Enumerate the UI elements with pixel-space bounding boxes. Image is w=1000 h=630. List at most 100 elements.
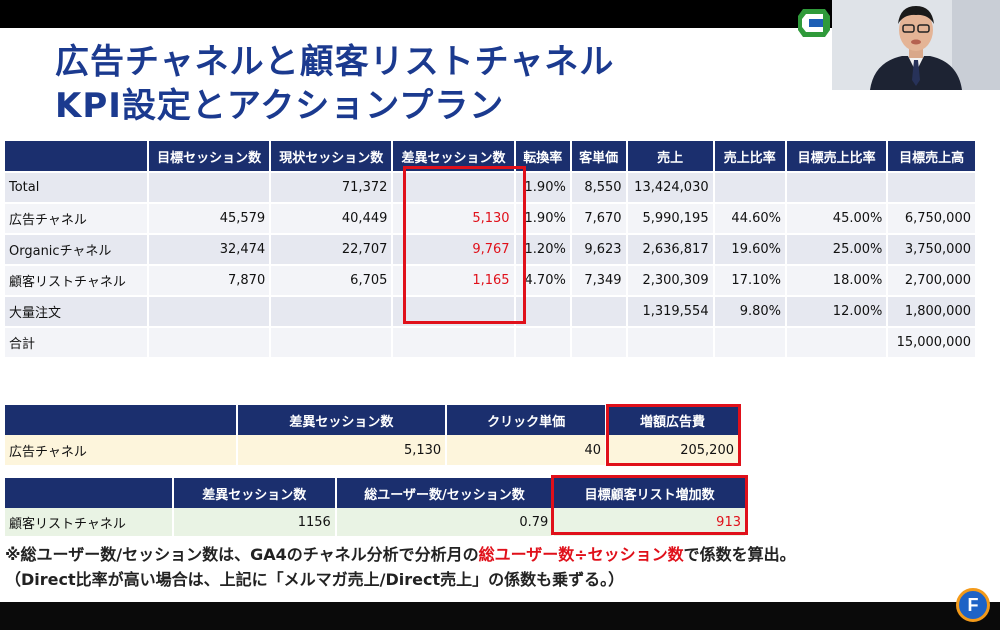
- table-cell: [626, 326, 715, 357]
- col-header-channel: [5, 141, 150, 172]
- table-cell: 22,707: [270, 233, 394, 265]
- table-row: 広告チャネル 5,130 40 205,200: [5, 435, 740, 465]
- table-cell: 45,579: [148, 202, 272, 234]
- webcam-feed: [832, 0, 1000, 90]
- table-cell: 913: [553, 508, 747, 536]
- channel-badge-icon[interactable]: F: [956, 588, 990, 622]
- footnote-highlight: 総ユーザー数÷セッション数: [478, 545, 684, 564]
- customer-list-table: 差異セッション数 総ユーザー数/セッション数 目標顧客リスト増加数 顧客リストチ…: [5, 478, 747, 536]
- table-cell: 71,372: [270, 171, 394, 203]
- table-cell: 13,424,030: [626, 171, 715, 203]
- table-cell: 5,130: [236, 435, 448, 465]
- table-cell: [570, 326, 628, 357]
- table-cell: [786, 171, 889, 203]
- table-cell: 6,705: [270, 264, 394, 296]
- table-cell: 40: [446, 435, 608, 465]
- row-label: 広告チャネル: [5, 435, 238, 465]
- table-cell: 7,870: [148, 264, 272, 296]
- row-label: 顧客リストチャネル: [5, 508, 174, 536]
- row-label: 顧客リストチャネル: [5, 264, 150, 296]
- table-cell: 44.60%: [713, 202, 788, 234]
- table-cell: 3,750,000: [887, 233, 977, 265]
- row-label: 合計: [5, 326, 150, 357]
- highlight-box-target-list-increase: [551, 475, 748, 535]
- table-cell: 2,636,817: [626, 233, 715, 265]
- row-label: 大量注文: [5, 295, 150, 327]
- row-label: Organicチャネル: [5, 233, 150, 265]
- table-cell: 7,349: [570, 264, 628, 296]
- table-cell: [570, 295, 628, 327]
- table-cell: [713, 326, 788, 357]
- ad-col-header-channel: [5, 405, 238, 435]
- table-row: 合計 15,000,000: [5, 326, 977, 357]
- table-cell: [786, 326, 889, 357]
- ad-col-header-cpc: クリック単価: [446, 405, 608, 435]
- footnote-line-2: （Direct比率が高い場合は、上記に「メルマガ売上/Direct売上」の係数も…: [5, 570, 625, 589]
- ad-budget-table: 差異セッション数 クリック単価 増額広告費 広告チャネル 5,130 40 20…: [5, 405, 740, 465]
- table-cell: 5,990,195: [626, 202, 715, 234]
- col-header-sales: 売上: [626, 141, 715, 172]
- table-cell: 17.10%: [713, 264, 788, 296]
- table-row: Organicチャネル 32,474 22,707 9,767 1.20% 9,…: [5, 233, 977, 265]
- table-cell: [148, 326, 272, 357]
- footnote-line-1: ※総ユーザー数/セッション数は、GA4のチャネル分析で分析月の総ユーザー数÷セッ…: [5, 542, 796, 567]
- table-cell: 9,767: [392, 233, 516, 265]
- table-row: 顧客リストチャネル 1156 0.79 913: [5, 508, 747, 536]
- cust-col-header-diff-sessions: 差異セッション数: [172, 478, 337, 508]
- table-cell: 9,623: [570, 233, 628, 265]
- col-header-target-sales-ratio: 目標売上比率: [786, 141, 889, 172]
- table-cell: 32,474: [148, 233, 272, 265]
- table-cell: [270, 326, 394, 357]
- title-line-2: KPI設定とアクションプラン: [55, 86, 505, 126]
- cust-col-header-user-session-ratio: 総ユーザー数/セッション数: [335, 478, 555, 508]
- kpi-table-header-row: 目標セッション数 現状セッション数 差異セッション数 転換率 客単価 売上 売上…: [5, 141, 977, 172]
- col-header-target-sales: 目標売上高: [887, 141, 977, 172]
- highlight-box-diff-sessions: [403, 166, 526, 324]
- table-cell: [713, 171, 788, 203]
- table-cell: 19.60%: [713, 233, 788, 265]
- table-cell: 7,670: [570, 202, 628, 234]
- table-cell: 1,319,554: [626, 295, 715, 327]
- table-cell: [392, 171, 516, 203]
- table-cell: 45.00%: [786, 202, 889, 234]
- table-cell: 15,000,000: [887, 326, 977, 357]
- slide-title: 広告チャネルと顧客リストチャネル KPI設定とアクションプラン: [55, 40, 614, 128]
- cust-col-header-target-list-increase: 目標顧客リスト増加数: [553, 478, 747, 508]
- table-cell: 2,300,309: [626, 264, 715, 296]
- table-cell: 205,200: [606, 435, 740, 465]
- ad-col-header-ad-increase: 増額広告費: [606, 405, 740, 435]
- col-header-avg-order: 客単価: [570, 141, 628, 172]
- table-cell: [392, 326, 516, 357]
- table-cell: 18.00%: [786, 264, 889, 296]
- table-cell: [148, 171, 272, 203]
- table-cell: 2,700,000: [887, 264, 977, 296]
- table-cell: 1156: [172, 508, 337, 536]
- col-header-sales-ratio: 売上比率: [713, 141, 788, 172]
- table-cell: [514, 326, 572, 357]
- ad-table-header-row: 差異セッション数 クリック単価 増額広告費: [5, 405, 740, 435]
- col-header-target-sessions: 目標セッション数: [148, 141, 272, 172]
- table-cell: 5,130: [392, 202, 516, 234]
- table-cell: 40,449: [270, 202, 394, 234]
- table-cell: [887, 171, 977, 203]
- row-label: Total: [5, 171, 150, 203]
- table-row: 顧客リストチャネル 7,870 6,705 1,165 4.70% 7,349 …: [5, 264, 977, 296]
- col-header-current-sessions: 現状セッション数: [270, 141, 394, 172]
- table-cell: 1,800,000: [887, 295, 977, 327]
- table-cell: 9.80%: [713, 295, 788, 327]
- brand-logo-icon: [798, 9, 830, 37]
- table-cell: 12.00%: [786, 295, 889, 327]
- table-cell: 8,550: [570, 171, 628, 203]
- footnote-text: で係数を算出。: [683, 545, 796, 564]
- table-cell: [270, 295, 394, 327]
- presenter-video-icon: [832, 0, 1000, 90]
- table-cell: 6,750,000: [887, 202, 977, 234]
- footnote-text: ※総ユーザー数/セッション数は、GA4のチャネル分析で分析月の: [5, 545, 479, 564]
- video-bottom-bar: [0, 602, 1000, 630]
- title-line-1: 広告チャネルと顧客リストチャネル: [55, 42, 615, 82]
- highlight-box-ad-increase: [606, 404, 741, 466]
- table-row: 広告チャネル 45,579 40,449 5,130 1.90% 7,670 5…: [5, 202, 977, 234]
- table-cell: [148, 295, 272, 327]
- table-row: Total 71,372 1.90% 8,550 13,424,030: [5, 171, 977, 203]
- footnote: ※総ユーザー数/セッション数は、GA4のチャネル分析で分析月の総ユーザー数÷セッ…: [5, 542, 796, 592]
